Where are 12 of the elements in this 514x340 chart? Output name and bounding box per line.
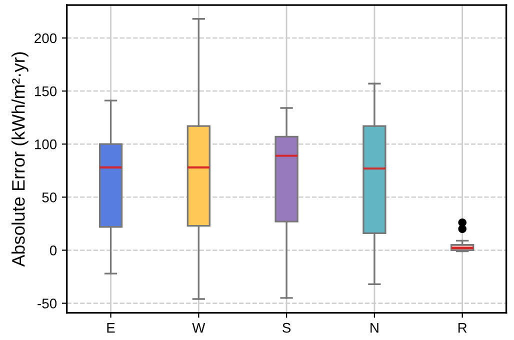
y-tick-label: 200: [34, 33, 57, 44]
y-tick-label: -50: [38, 298, 57, 308]
y-axis-title: Absolute Error (kWh/m²·yr): [12, 52, 28, 267]
y-tick-label: 50: [42, 192, 57, 202]
x-tick-label: R: [458, 323, 467, 333]
y-tick-label: 0: [50, 246, 57, 256]
x-tick-label: E: [107, 323, 115, 333]
x-tick-label: S: [282, 322, 291, 333]
y-tick-label: 100: [34, 139, 57, 150]
y-tick-label: 150: [34, 86, 57, 96]
x-tick-label: N: [370, 323, 378, 333]
x-tick-label: W: [192, 323, 206, 333]
